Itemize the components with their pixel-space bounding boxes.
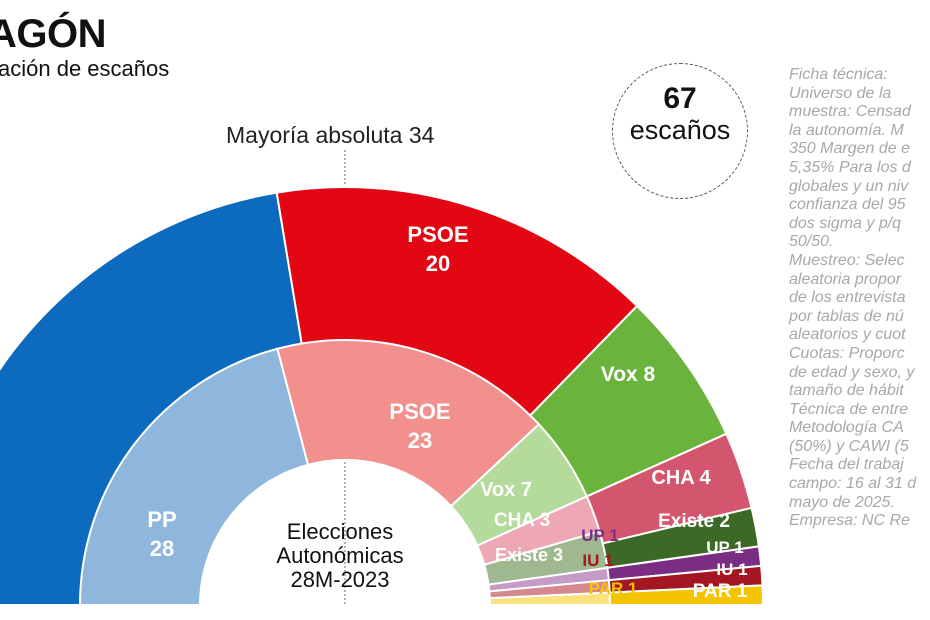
inner-ring: PP 28 PSOE 23 Vox 7 CHA 3 Existe 3 UP 1 IU 1 PAR … — [78, 339, 638, 606]
seat-label-cha: CHA 3 — [494, 510, 550, 531]
technical-sheet-line: de los entrevista — [789, 289, 906, 307]
technical-sheet-line: Universo de la — [789, 84, 892, 102]
seat-label-iu: IU 1 — [716, 560, 747, 579]
technical-sheet-line: aleatoria propor — [789, 270, 902, 288]
chart-title: AGÓN — [0, 12, 107, 56]
inner-ring-label-line: Autonómicas — [276, 542, 404, 568]
technical-sheet-line: Muestreo: Selec — [789, 251, 905, 269]
seat-total-number: 67 — [663, 82, 697, 115]
technical-sheet-line: Técnica de entre — [789, 400, 909, 418]
technical-sheet-line: dos sigma y p/q — [789, 214, 902, 232]
seat-label-existe: Existe 3 — [495, 545, 563, 565]
seat-label-up: UP 1 — [581, 526, 619, 545]
seat-total-badge: 67 escaños — [612, 63, 748, 199]
seat-label-cha: CHA 4 — [651, 467, 711, 489]
technical-sheet-line: (50%) y CAWI (5 — [789, 437, 909, 455]
technical-sheet-line: globales y un niv — [789, 177, 909, 195]
inner-ring-label-line: Elecciones — [286, 519, 394, 544]
seat-label-psoe: PSOE 20 — [407, 222, 468, 276]
technical-sheet-line: muestra: Censad — [789, 103, 911, 121]
seat-label-vox: Vox 7 — [480, 479, 532, 501]
technical-sheet-line: de edad y sexo, y — [789, 363, 915, 381]
technical-sheet-line: Cuotas: Proporc — [789, 344, 905, 362]
seat-segment-psoe — [276, 339, 541, 508]
inner-ring-label-line: 28M-2023 — [290, 566, 390, 592]
majority-label: Mayoría absoluta 34 — [226, 122, 435, 148]
seat-label-psoe: PSOE 23 — [389, 399, 450, 453]
seat-label-par: PAR 1 — [693, 581, 748, 602]
inner-ring-label: Elecciones Autonómicas 28M-2023 — [240, 520, 440, 591]
seat-total-label: escaños — [629, 115, 731, 145]
technical-sheet-line: 350 Margen de e — [789, 140, 910, 158]
seat-segment-pp — [78, 347, 310, 606]
technical-sheet-line: Fecha del trabaj — [789, 456, 904, 474]
seat-label-pp: PP 28 — [147, 507, 176, 561]
technical-sheet-line: confianza del 95 — [789, 196, 906, 214]
technical-sheet-line: tamaño de hábit — [789, 382, 904, 400]
seat-label-vox: Vox 8 — [601, 363, 656, 386]
technical-sheet-line: la autonomía. M — [789, 121, 904, 139]
seat-label-up: UP 1 — [706, 538, 744, 557]
technical-sheet-line: campo: 16 al 31 d — [789, 475, 917, 493]
seat-segment-par — [488, 591, 612, 606]
technical-sheet-line: aleatorios y cuot — [789, 326, 906, 344]
technical-sheet-line: 50/50. — [789, 233, 834, 251]
seat-label-iu: IU 1 — [582, 551, 613, 570]
technical-sheet-line: Metodología CA — [789, 419, 904, 437]
technical-sheet-line: 5,35% Para los d — [789, 158, 911, 176]
technical-sheet-line: Empresa: NC Re — [789, 512, 910, 530]
technical-sheet: Ficha técnica: Universo de la muestra: Cen… — [789, 66, 930, 531]
technical-sheet-line: Ficha técnica: — [789, 66, 888, 83]
seat-label-existe: Existe 2 — [658, 511, 730, 532]
seat-label-par: PAR 1 — [589, 579, 638, 598]
chart-subtitle: ación de escaños — [0, 56, 170, 81]
technical-sheet-line: por tablas de nú — [789, 307, 904, 325]
technical-sheet-line: mayo de 2025. — [789, 493, 895, 511]
